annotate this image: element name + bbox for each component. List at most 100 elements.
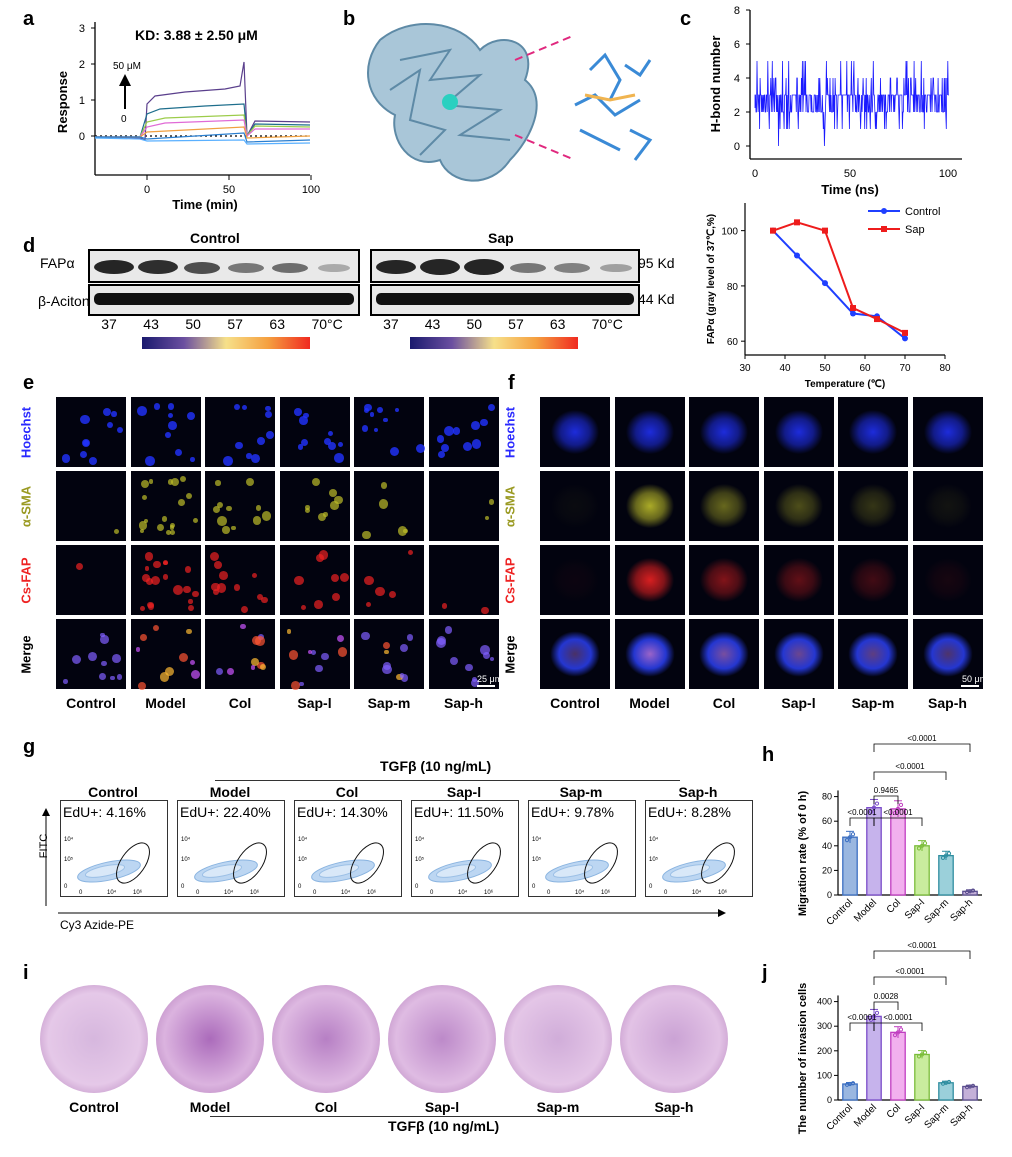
a-xtick-50: 50 <box>223 184 235 196</box>
c2-legend-label: Control <box>905 206 940 218</box>
micrograph-hoechst-control <box>540 397 610 467</box>
invasion-dish-model <box>156 985 264 1093</box>
chart-j-ytick: 0 <box>827 1095 832 1105</box>
invasion-bar-chart: 0 100 200 300 400 The number of invasion cell… <box>797 941 982 1135</box>
micrograph-merge-control <box>56 619 126 689</box>
micrograph-hoechst-col <box>205 397 275 467</box>
col-label-sap-l: Sap-l <box>781 695 816 711</box>
chart-j-xtick: Model <box>852 1102 879 1129</box>
row-label-hoechst: Hoechst <box>502 406 518 459</box>
micrograph-csfap-sap-l <box>279 545 350 615</box>
chart-h-dot <box>898 802 904 807</box>
c2-ytick: 80 <box>727 282 739 293</box>
micrograph-sma-col <box>689 471 759 541</box>
c2-xtick: 60 <box>859 363 871 374</box>
micrograph-hoechst-sap-m <box>838 397 908 467</box>
a-arrow-bottom: 0 <box>121 114 127 125</box>
chart-h-dot <box>874 801 880 806</box>
micrograph-merge-sap-m <box>838 619 908 689</box>
flow-plot-control: EdU+: 4.16% 10⁵ 10⁴ 0 0 10⁴ 10⁶ <box>60 800 168 897</box>
i-treatment: TGFβ (10 ng/mL) <box>388 1118 500 1134</box>
edu-percentage: EdU+: 11.50% <box>414 804 504 820</box>
micrograph-hoechst-sap-h <box>912 397 983 467</box>
micrograph-csfap-model <box>130 545 201 615</box>
chart-j-xtick: Control <box>825 1102 856 1133</box>
micrograph-hoechst-sap-m <box>354 397 426 467</box>
flow-plot-sap-h: EdU+: 8.28% 10⁵ 10⁴ 0 0 10⁴ 10⁶ <box>645 800 753 897</box>
flow-title-control: Control <box>88 784 138 800</box>
invasion-dish-sap-m <box>504 985 612 1093</box>
microscopy-grid-e: Hoechst α-SMA Cs-FAP Merge Control Model Col Sa… <box>19 397 510 711</box>
chart-j-dot <box>895 1030 901 1035</box>
panel-label-b: b <box>343 8 356 30</box>
panel-label-i: i <box>23 962 29 984</box>
chart-h-xtick: Sap-h <box>948 897 975 924</box>
chart-j-pvalue: <0.0001 <box>907 941 937 950</box>
a-ytick-1: 1 <box>79 95 85 107</box>
g-y-arrow <box>42 808 50 906</box>
col-label-col: Col <box>712 695 736 711</box>
micrograph-hoechst-sap-l <box>279 397 350 467</box>
microscopy-grid-f: Hoechst α-SMA Cs-FAP Merge Control Model Col Sa… <box>503 397 994 711</box>
dish-label-sap-l: Sap-l <box>424 1099 460 1115</box>
chart-j-xtick: Sap-h <box>948 1102 975 1129</box>
c2-xtick: 40 <box>779 363 791 374</box>
svg-text:10⁶: 10⁶ <box>601 889 611 896</box>
c2-ylabel: FAPα (gray level of 37℃,%) <box>706 214 717 344</box>
chart-j-xtick: Sap-m <box>923 1102 952 1131</box>
temp-label: 37 <box>383 316 399 332</box>
temp-label: 70°C <box>311 316 343 332</box>
chart-j-sig-bracket <box>873 950 971 959</box>
panel-label-a: a <box>23 8 35 30</box>
chart-j-sig-bracket <box>873 1022 923 1031</box>
row-label-hoechst: Hoechst <box>18 406 34 459</box>
svg-text:10⁶: 10⁶ <box>718 889 728 896</box>
svg-text:10⁴: 10⁴ <box>181 836 191 843</box>
dish-label-control: Control <box>69 1099 119 1115</box>
temp-label: 57 <box>508 316 524 332</box>
micrograph-csfap-col <box>205 545 275 615</box>
micrograph-csfap-sap-m <box>354 545 424 615</box>
chart-h-pvalue: 0.9465 <box>874 786 899 795</box>
chart-j-dot <box>916 1054 922 1059</box>
micrograph-hoechst-col <box>689 397 759 467</box>
ligand-site <box>442 94 458 110</box>
svg-text:10⁴: 10⁴ <box>341 889 351 896</box>
svg-text:10⁴: 10⁴ <box>649 836 659 843</box>
svg-text:10⁴: 10⁴ <box>298 836 308 843</box>
chart-j-bar-control <box>842 1083 858 1101</box>
panel-label-d: d <box>23 235 36 257</box>
chart-j-dot <box>868 1017 874 1022</box>
c2-point <box>794 219 800 226</box>
temp-label: 70°C <box>591 316 623 332</box>
flow-title-sap-m: Sap-m <box>559 784 603 800</box>
micrograph-sma-col <box>205 471 275 541</box>
panel-label-f: f <box>508 372 515 394</box>
invasion-dish-control <box>40 985 148 1093</box>
chart-j-pvalue: 0.0028 <box>874 992 899 1001</box>
chart-h-dot <box>946 851 952 856</box>
col-label-col: Col <box>228 695 252 711</box>
micrograph-sma-sap-m <box>838 471 908 541</box>
micrograph-hoechst-sap-h <box>428 397 499 467</box>
edu-percentage: EdU+: 22.40% <box>180 804 271 820</box>
svg-text:10⁴: 10⁴ <box>575 889 585 896</box>
micrograph-merge-sap-h <box>912 619 983 689</box>
micrograph-csfap-sap-m <box>838 545 908 615</box>
svg-text:10⁶: 10⁶ <box>484 889 494 896</box>
svg-text:0: 0 <box>547 890 551 896</box>
micrograph-sma-sap-h <box>428 471 499 541</box>
chart-j-bar-sap-m <box>938 1082 954 1101</box>
scale-bar-e: 25 μm <box>477 674 503 684</box>
chart-j-ylabel: The number of invasion cells <box>797 983 809 1135</box>
chart-h-dot <box>850 832 856 837</box>
chart-h-sig-bracket <box>873 795 899 804</box>
c-ytick-4: 4 <box>734 73 740 85</box>
panel-label-j: j <box>762 962 768 984</box>
chart-j-dot <box>850 1081 856 1086</box>
svg-text:0: 0 <box>649 884 653 890</box>
c2-ytick: 100 <box>721 227 738 238</box>
svg-text:10⁵: 10⁵ <box>532 856 542 863</box>
invasion-dish-sap-l <box>388 985 496 1093</box>
edu-percentage: EdU+: 9.78% <box>531 804 614 820</box>
